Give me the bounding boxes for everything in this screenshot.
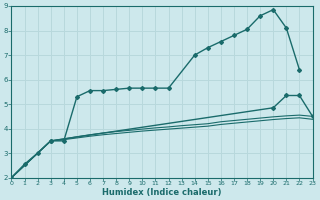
X-axis label: Humidex (Indice chaleur): Humidex (Indice chaleur) [102, 188, 222, 197]
